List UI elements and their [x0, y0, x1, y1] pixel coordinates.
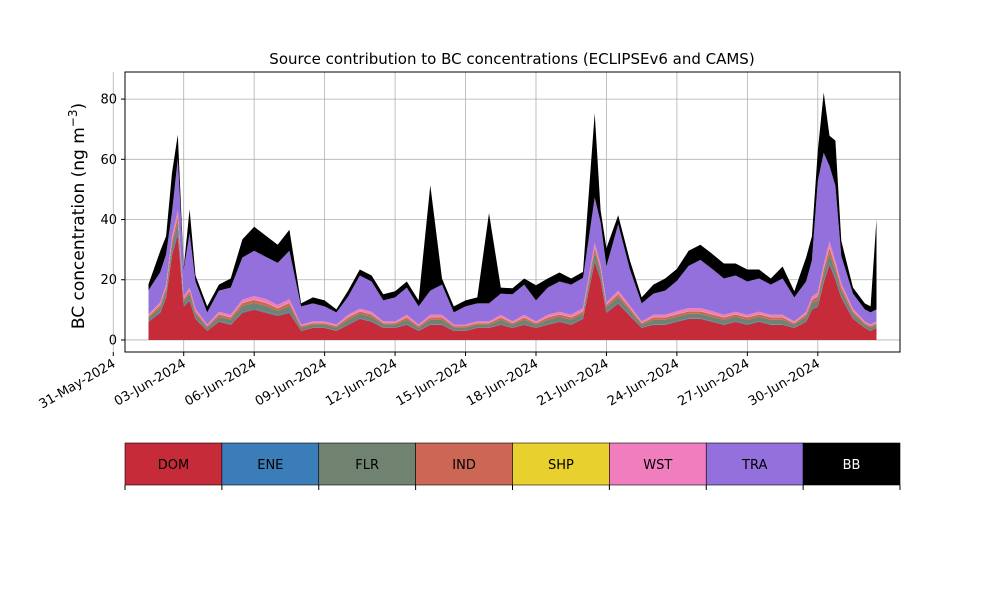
plot-frame — [124, 71, 901, 353]
y-axis-label-unit: −3 — [66, 109, 80, 127]
x-tick-label: 30-Jun-2024 — [746, 356, 823, 409]
x-axis-ticks: 31-May-202403-Jun-202406-Jun-202409-Jun-… — [37, 352, 823, 412]
x-tick-label: 24-Jun-2024 — [605, 356, 682, 409]
legend-label: DOM — [158, 458, 189, 473]
series-area-bb — [148, 92, 877, 313]
y-axis-label: BC concentration (ng m−3) — [66, 103, 89, 329]
series-area-flr — [148, 222, 877, 331]
x-tick-label: 06-Jun-2024 — [182, 356, 259, 409]
x-tick-label: 09-Jun-2024 — [253, 356, 330, 409]
legend-swatch-tra — [705, 442, 804, 486]
legend-swatch-ind — [415, 442, 513, 486]
y-tick-label: 20 — [100, 273, 117, 288]
legend-label: TRA — [741, 458, 767, 473]
legend-swatch-shp — [512, 442, 610, 486]
stacked-areas — [148, 92, 877, 340]
legend-colorbar: DOM ENE FLR IND SHP WST TRA BB — [124, 442, 901, 490]
y-axis-ticks: 0 20 40 60 80 — [100, 93, 125, 348]
y-tick-label: 80 — [100, 93, 117, 108]
legend-label: WST — [643, 458, 672, 473]
x-tick-label: 18-Jun-2024 — [464, 356, 541, 409]
series-area-tra — [148, 152, 877, 325]
x-tick-label: 03-Jun-2024 — [112, 356, 189, 409]
legend-swatch-dom — [124, 442, 223, 486]
legend-label: ENE — [257, 458, 283, 473]
legend-label: IND — [452, 458, 476, 473]
x-tick-label: 31-May-2024 — [37, 356, 119, 412]
series-area-dom — [148, 234, 877, 340]
x-tick-label: 21-Jun-2024 — [535, 356, 612, 409]
y-axis-label-close: ) — [69, 103, 89, 110]
x-tick-label: 15-Jun-2024 — [394, 356, 471, 409]
chart-title: Source contribution to BC concentrations… — [269, 50, 754, 68]
legend-label: SHP — [548, 458, 574, 473]
y-tick-label: 40 — [100, 213, 117, 228]
x-tick-label: 12-Jun-2024 — [323, 356, 400, 409]
y-tick-label: 60 — [100, 153, 117, 168]
y-axis-label-text: BC concentration (ng m — [69, 127, 89, 329]
series-area-wst — [148, 209, 877, 326]
legend-swatch-wst — [609, 442, 707, 486]
legend-swatch-flr — [318, 442, 416, 486]
y-tick-label: 0 — [109, 333, 117, 348]
legend-label: BB — [843, 458, 861, 473]
legend-label: FLR — [355, 458, 379, 473]
x-tick-label: 27-Jun-2024 — [676, 356, 753, 409]
series-area-ind — [148, 216, 877, 328]
legend-swatch-ene — [221, 442, 320, 486]
legend-swatch-bb — [802, 442, 901, 486]
